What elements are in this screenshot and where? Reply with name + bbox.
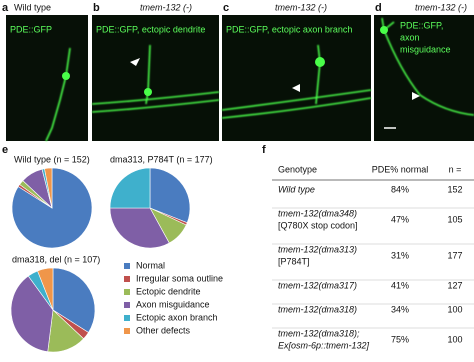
genotype: tmem-132(dma318); <box>278 328 360 338</box>
image-b <box>92 15 219 141</box>
micrographs <box>6 15 474 142</box>
legend-swatch <box>124 263 130 269</box>
panel-label: f <box>262 144 266 156</box>
pie-title: dma318, del (n = 107) <box>12 254 100 264</box>
pie-slice <box>10 275 54 353</box>
legend-label: Ectopic axon branch <box>136 312 218 322</box>
panel-title: tmem-132 (-) <box>415 2 467 12</box>
panel-title: tmem-132 (-) <box>275 2 327 12</box>
genotype: [Q780X stop codon] <box>278 220 358 230</box>
pie-slice <box>37 267 54 311</box>
caption: PDE::GFP, ectopic dendrite <box>96 24 205 34</box>
image-a <box>6 15 88 141</box>
panel-label: c <box>223 2 229 14</box>
legend-swatch <box>124 302 130 308</box>
caption: misguidance <box>400 44 451 54</box>
legend-label: Other defects <box>136 325 191 335</box>
percent-normal: 34% <box>391 304 409 314</box>
legend-label: Ectopic dendrite <box>136 286 201 296</box>
pie-slice <box>109 207 170 249</box>
pie-title: Wild type (n = 152) <box>14 154 90 164</box>
labels: a Wild type b tmem-132 (-) c tmem-132 (-… <box>2 2 467 156</box>
genotype: tmem-132(dma348) <box>278 208 357 218</box>
legend-swatch <box>124 315 130 321</box>
percent-normal: 84% <box>391 184 409 194</box>
caption: PDE::GFP, ectopic axon branch <box>226 24 352 34</box>
percent-normal: 47% <box>391 214 409 224</box>
panel-label: b <box>93 2 100 14</box>
caption: PDE::GFP, <box>400 20 443 30</box>
soma <box>144 88 152 96</box>
sample-size: 105 <box>447 214 462 224</box>
pie-slice <box>149 167 191 224</box>
table-header: n = <box>449 164 462 174</box>
caption: axon <box>400 32 420 42</box>
pie-slice <box>44 167 53 209</box>
sample-size: 177 <box>447 250 462 260</box>
pie-title: dma313, P784T (n = 177) <box>110 154 213 164</box>
genotype: tmem-132(dma317) <box>278 280 357 290</box>
sample-size: 127 <box>447 280 462 290</box>
genotype: tmem-132(dma318) <box>278 304 357 314</box>
sample-size: 152 <box>447 184 462 194</box>
image-c <box>222 15 371 141</box>
soma <box>380 26 388 34</box>
legend-label: Irregular soma outline <box>136 273 223 283</box>
sample-size: 100 <box>447 334 462 344</box>
soma <box>62 72 70 80</box>
genotype: tmem-132(dma313) <box>278 244 357 254</box>
pie-slice <box>109 167 151 209</box>
sample-size: 100 <box>447 304 462 314</box>
table-header: Genotype <box>278 164 317 174</box>
percent-normal: 75% <box>391 334 409 344</box>
panel-title: tmem-132 (-) <box>140 2 192 12</box>
legend-swatch <box>124 289 130 295</box>
panel-label: d <box>375 2 382 14</box>
genotype: Ex[osm-6p::tmem-132] <box>278 340 370 350</box>
legend-swatch <box>124 328 130 334</box>
panel-label: e <box>2 144 8 156</box>
neuron <box>45 47 71 142</box>
panel-title: Wild type <box>14 2 51 12</box>
caption: PDE::GFP <box>10 24 52 34</box>
legend-swatch <box>124 276 130 282</box>
legend-label: Axon misguidance <box>136 299 210 309</box>
genotype: [P784T] <box>278 256 310 266</box>
legend-label: Normal <box>136 260 165 270</box>
neuron <box>221 44 372 119</box>
image-d <box>374 15 474 141</box>
soma <box>315 57 325 67</box>
panel-label: a <box>2 2 9 14</box>
percent-normal: 31% <box>391 250 409 260</box>
percent-normal: 41% <box>391 280 409 290</box>
table-header: PDE% normal <box>372 164 429 174</box>
neuron <box>91 44 220 113</box>
genotype: Wild type <box>278 184 315 194</box>
